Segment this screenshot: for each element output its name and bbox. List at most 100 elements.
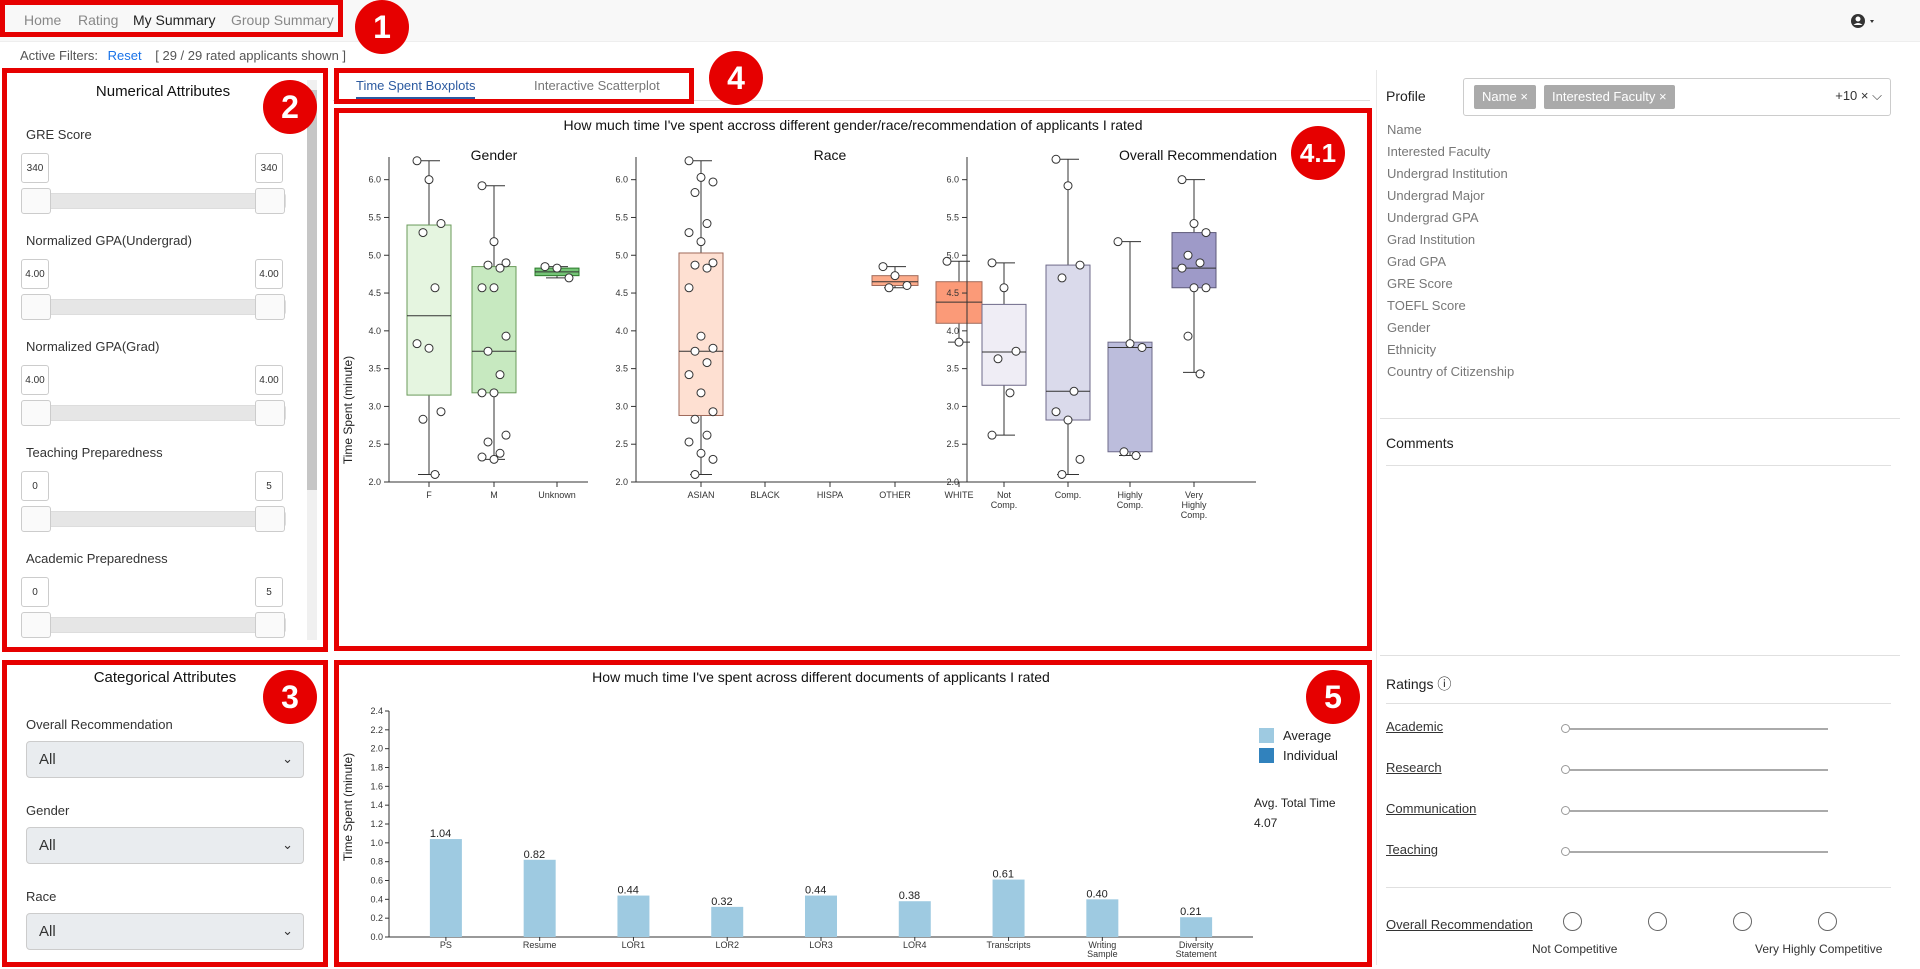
data-point[interactable] <box>1189 219 1199 229</box>
numeric-min-normalized-gpa-undergrad[interactable]: 4.00 <box>21 259 49 289</box>
categorical-select-overall-recommendation[interactable]: All ⌄ <box>26 741 304 778</box>
bar[interactable] <box>523 859 556 937</box>
slider-handle-max[interactable] <box>255 400 285 426</box>
profile-item[interactable]: Undergrad GPA <box>1387 210 1479 225</box>
data-point[interactable] <box>1131 451 1141 461</box>
numeric-max-gre-score[interactable]: 340 <box>255 153 283 183</box>
reset-link[interactable]: Reset <box>107 48 142 63</box>
box[interactable] <box>1171 232 1217 289</box>
bar[interactable] <box>992 879 1025 937</box>
data-point[interactable] <box>690 469 700 479</box>
numeric-min-normalized-gpa-grad[interactable]: 4.00 <box>21 365 49 395</box>
data-point[interactable] <box>1125 339 1135 349</box>
data-point[interactable] <box>501 430 511 440</box>
categorical-select-gender[interactable]: All ⌄ <box>26 827 304 864</box>
data-point[interactable] <box>540 262 550 272</box>
data-point[interactable] <box>708 407 718 417</box>
data-point[interactable] <box>424 175 434 185</box>
slider-handle-min[interactable] <box>21 612 51 638</box>
bar[interactable] <box>429 839 462 937</box>
numeric-min-teaching-preparedness[interactable]: 0 <box>21 471 49 501</box>
numerical-scrollbar[interactable] <box>307 80 317 640</box>
slider-handle-min[interactable] <box>21 188 51 214</box>
data-point[interactable] <box>477 388 487 398</box>
data-point[interactable] <box>552 263 562 273</box>
slider-handle-min[interactable] <box>21 506 51 532</box>
chip-close-icon[interactable]: × <box>1658 89 1667 104</box>
profile-chip-interested-faculty[interactable]: Interested Faculty × <box>1544 85 1675 109</box>
data-point[interactable] <box>477 452 487 462</box>
data-point[interactable] <box>696 172 706 182</box>
nav-rating[interactable]: Rating <box>78 12 119 28</box>
bar[interactable] <box>898 901 931 937</box>
overall-radio-1[interactable] <box>1563 912 1582 931</box>
data-point[interactable] <box>987 258 997 268</box>
bar[interactable] <box>617 895 650 937</box>
profile-chip-name[interactable]: Name × <box>1474 85 1536 109</box>
data-point[interactable] <box>564 273 574 283</box>
data-point[interactable] <box>690 414 700 424</box>
profile-item[interactable]: TOEFL Score <box>1387 298 1466 313</box>
data-point[interactable] <box>690 188 700 198</box>
data-point[interactable] <box>702 263 712 273</box>
profile-item[interactable]: Gender <box>1387 320 1431 335</box>
data-point[interactable] <box>424 343 434 353</box>
data-point[interactable] <box>483 437 493 447</box>
numeric-slider-teaching-preparedness[interactable] <box>23 511 286 527</box>
rating-slider-research[interactable] <box>1570 769 1828 771</box>
data-point[interactable] <box>1189 283 1199 293</box>
rating-slider-handle[interactable] <box>1561 724 1570 733</box>
slider-handle-max[interactable] <box>255 506 285 532</box>
data-point[interactable] <box>690 346 700 356</box>
tab-time-spent-boxplots[interactable]: Time Spent Boxplots <box>356 78 476 99</box>
data-point[interactable] <box>708 258 718 268</box>
data-point[interactable] <box>1057 273 1067 283</box>
data-point[interactable] <box>1183 250 1193 260</box>
numeric-max-normalized-gpa-undergrad[interactable]: 4.00 <box>255 259 283 289</box>
numeric-slider-gre-score[interactable] <box>23 193 286 209</box>
data-point[interactable] <box>1113 237 1123 247</box>
data-point[interactable] <box>418 228 428 238</box>
data-point[interactable] <box>684 437 694 447</box>
data-point[interactable] <box>702 430 712 440</box>
data-point[interactable] <box>1201 228 1211 238</box>
data-point[interactable] <box>1005 388 1015 398</box>
data-point[interactable] <box>495 370 505 380</box>
data-point[interactable] <box>1119 447 1129 457</box>
data-point[interactable] <box>696 331 706 341</box>
data-point[interactable] <box>489 283 499 293</box>
numeric-max-teaching-preparedness[interactable]: 5 <box>255 471 283 501</box>
data-point[interactable] <box>1063 415 1073 425</box>
data-point[interactable] <box>884 283 894 293</box>
profile-item[interactable]: Grad GPA <box>1387 254 1447 269</box>
data-point[interactable] <box>684 228 694 238</box>
profile-item[interactable]: Country of Citizenship <box>1387 364 1515 379</box>
data-point[interactable] <box>684 156 694 166</box>
data-point[interactable] <box>436 407 446 417</box>
box[interactable] <box>981 303 1027 386</box>
data-point[interactable] <box>1057 469 1067 479</box>
rating-slider-handle[interactable] <box>1561 847 1570 856</box>
rating-slider-handle[interactable] <box>1561 765 1570 774</box>
data-point[interactable] <box>1069 386 1079 396</box>
data-point[interactable] <box>999 283 1009 293</box>
data-point[interactable] <box>696 448 706 458</box>
data-point[interactable] <box>1201 283 1211 293</box>
info-icon[interactable]: ⓘ <box>1437 676 1452 692</box>
slider-handle-min[interactable] <box>21 400 51 426</box>
rating-slider-communication[interactable] <box>1570 810 1828 812</box>
profile-item[interactable]: Grad Institution <box>1387 232 1476 247</box>
profile-item[interactable]: Undergrad Institution <box>1387 166 1508 181</box>
numeric-min-academic-preparedness[interactable]: 0 <box>21 577 49 607</box>
profile-item[interactable]: Undergrad Major <box>1387 188 1485 203</box>
nav-my-summary[interactable]: My Summary <box>133 12 216 28</box>
data-point[interactable] <box>1051 154 1061 164</box>
nav-group-summary[interactable]: Group Summary <box>231 12 334 28</box>
clear-icon[interactable]: × <box>1860 88 1869 103</box>
bar[interactable] <box>711 906 744 937</box>
data-point[interactable] <box>483 346 493 356</box>
data-point[interactable] <box>878 262 888 272</box>
numeric-max-academic-preparedness[interactable]: 5 <box>255 577 283 607</box>
data-point[interactable] <box>954 337 964 347</box>
data-point[interactable] <box>1195 369 1205 379</box>
